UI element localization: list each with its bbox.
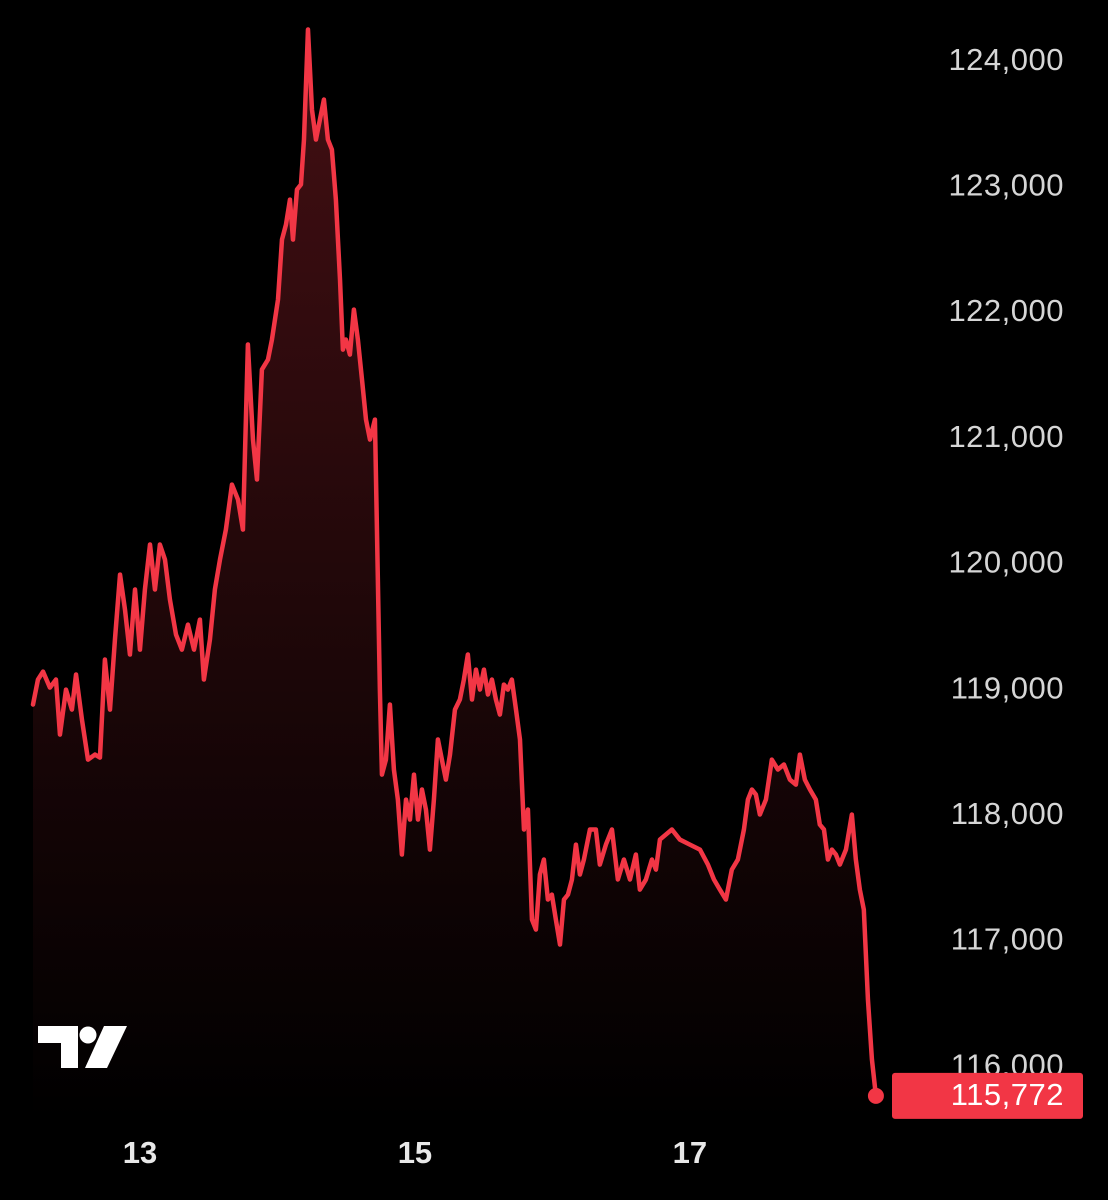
y-tick-label: 124,000 xyxy=(948,42,1064,77)
y-tick-label: 122,000 xyxy=(948,293,1064,328)
y-tick-label: 117,000 xyxy=(951,922,1064,957)
logo-v xyxy=(85,1026,127,1068)
y-tick-label: 120,000 xyxy=(948,545,1064,580)
x-tick-label: 15 xyxy=(398,1135,432,1170)
y-tick-label: 123,000 xyxy=(948,167,1064,202)
logo-t xyxy=(38,1026,78,1068)
x-tick-label: 13 xyxy=(123,1135,157,1170)
logo xyxy=(38,1026,127,1068)
price-badge-box xyxy=(892,1072,1083,1119)
price-line xyxy=(30,27,879,1099)
y-tick-label: 121,000 xyxy=(948,419,1064,454)
y-tick-label: 118,000 xyxy=(951,796,1064,831)
x-tick-label: 17 xyxy=(673,1135,707,1170)
logo-dot xyxy=(79,1026,97,1044)
y-tick-label: 119,000 xyxy=(951,670,1064,705)
last-point xyxy=(867,1087,884,1104)
price-badge: 115,772 xyxy=(892,1072,1083,1119)
plot xyxy=(30,27,884,1120)
area-fill xyxy=(33,29,876,1120)
price-badge-label: 115,772 xyxy=(951,1077,1064,1112)
axes: 116,000117,000118,000119,000120,000121,0… xyxy=(123,42,1064,1170)
